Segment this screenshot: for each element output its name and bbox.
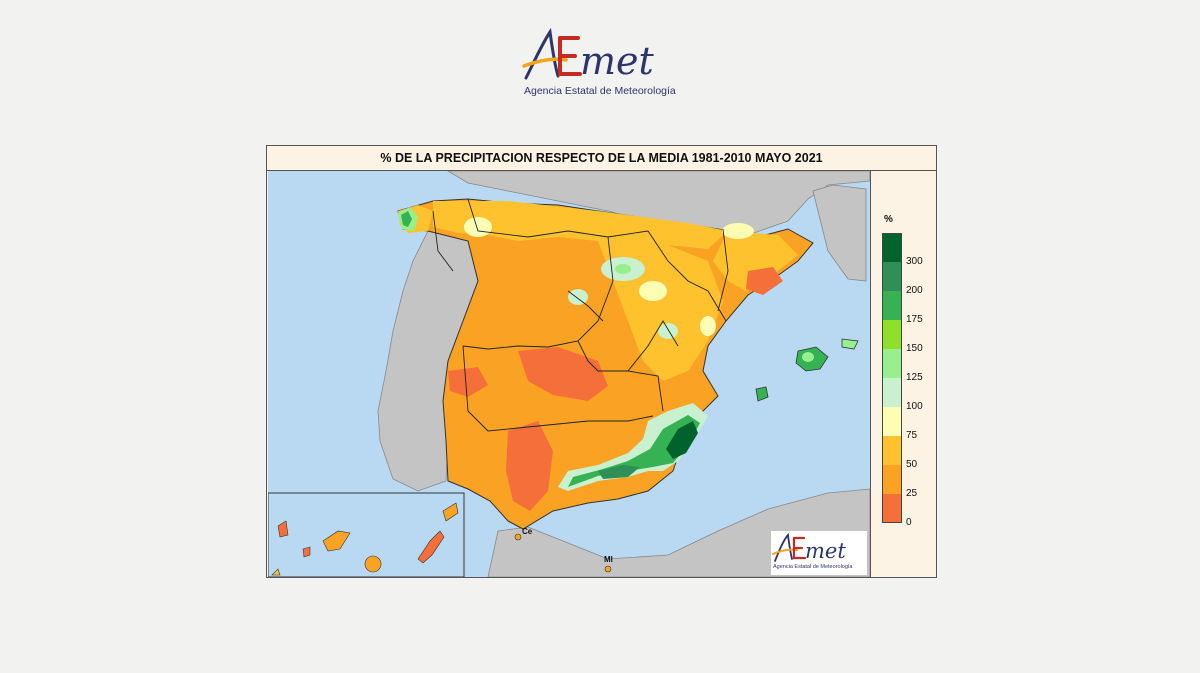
legend-swatch: [882, 494, 902, 523]
legend-swatch: [882, 378, 902, 407]
aemet-watermark-tagline: Agencia Estatal de Meteorología: [773, 564, 853, 570]
legend-swatch: [882, 436, 902, 465]
legend-label: 75: [906, 430, 918, 441]
ceuta-label: Ce: [522, 527, 533, 536]
mallorca-zone-125-150: [802, 352, 814, 362]
legend-swatch: [882, 349, 902, 378]
teruel-zone-100-125: [658, 323, 678, 339]
aemet-tagline: Agencia Estatal de Meteorología: [524, 85, 676, 97]
map-area: Ce Ml met Agencia Estatal de Meteorologí…: [268, 171, 871, 577]
legend-swatch: [882, 465, 902, 494]
almeria-zone-200-300: [598, 465, 640, 479]
spain-precipitation-map: [268, 171, 870, 577]
gran-canaria: [364, 555, 382, 573]
legend-label: 0: [906, 517, 912, 528]
aemet-watermark-logo: met Agencia Estatal de Meteorología: [771, 531, 867, 575]
aemet-logo-mark: met: [522, 27, 655, 83]
legend-label: 50: [906, 459, 918, 470]
legend-unit: %: [884, 214, 893, 225]
castilla-la-mancha-zone-0-25: [518, 347, 608, 401]
castilla-zone-100-125: [568, 289, 588, 305]
tenerife: [322, 530, 351, 552]
legend-label: 25: [906, 488, 918, 499]
fuerteventura: [417, 530, 445, 564]
castellon-zone-75-100: [700, 316, 716, 336]
melilla-marker: [604, 565, 612, 573]
legend-swatch: [882, 262, 902, 291]
svg-text:met: met: [805, 539, 846, 563]
legend-label: 125: [906, 372, 923, 383]
galicia-zone-175-200: [401, 211, 412, 227]
precipitation-map-card: % DE LA PRECIPITACION RESPECTO DE LA MED…: [266, 145, 937, 578]
legend-swatch: [882, 407, 902, 436]
legend-label: 100: [906, 401, 923, 412]
legend-label: 175: [906, 314, 923, 325]
andalucia-west-zone-0-25: [506, 421, 553, 511]
legend-swatch: [882, 233, 902, 262]
rioja-zone-125-150: [615, 264, 631, 274]
murcia-zone-300: [666, 421, 698, 459]
el-hierro: [271, 568, 281, 576]
extremadura-zone-0-25: [448, 367, 488, 397]
ceuta-marker: [514, 533, 522, 541]
legend-label: 150: [906, 343, 923, 354]
legend-label: 300: [906, 256, 923, 267]
asturias-zone-75-100: [464, 217, 492, 237]
lanzarote: [442, 502, 459, 522]
aemet-watermark-mark: met: [772, 532, 846, 563]
catalonia-zone-0-25: [746, 267, 783, 295]
legend: % 300 200 175 150 125 100 75 50 25 0: [872, 171, 936, 577]
region-borders: [432, 198, 729, 432]
sardinia-land: [812, 184, 867, 282]
ibiza: [755, 386, 769, 402]
la-palma: [277, 520, 289, 538]
northeast-zone-50-75: [713, 231, 798, 291]
aragon-zone-75-100: [639, 281, 667, 301]
southeast-zone-175-200: [568, 415, 700, 487]
menorca: [841, 338, 859, 350]
legend-label: 200: [906, 285, 923, 296]
north-zone-50-75: [433, 201, 728, 251]
catalonia-zone-75-100: [722, 223, 754, 239]
legend-swatch: [882, 291, 902, 320]
svg-text:met: met: [580, 39, 655, 83]
legend-swatch: [882, 320, 902, 349]
la-gomera: [302, 546, 311, 558]
melilla-label: Ml: [604, 555, 613, 564]
map-title: % DE LA PRECIPITACION RESPECTO DE LA MED…: [267, 146, 936, 171]
aemet-logo: met Agencia Estatal de Meteorología: [520, 26, 690, 104]
